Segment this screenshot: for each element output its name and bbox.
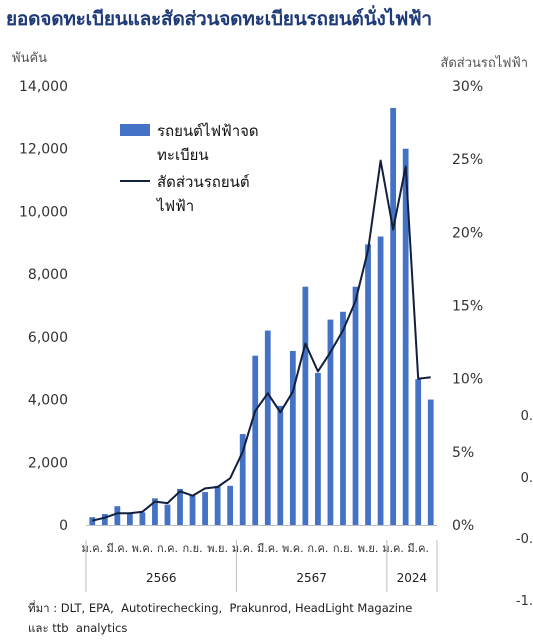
bar bbox=[402, 148, 409, 525]
x-tick: มี.ค. bbox=[107, 542, 129, 555]
bar bbox=[152, 498, 158, 525]
bar bbox=[315, 372, 321, 525]
clipped-label: -1. bbox=[516, 594, 533, 609]
bar bbox=[289, 350, 296, 525]
y-left-tick: 12,000 bbox=[19, 142, 68, 158]
y-right-tick: 25% bbox=[452, 152, 483, 168]
bar bbox=[277, 405, 284, 525]
y-right-tick: 0% bbox=[452, 518, 474, 534]
legend-label-line: ไฟฟ้า bbox=[156, 197, 194, 215]
y-left-tick: 0 bbox=[59, 518, 68, 534]
x-tick: ม.ค. bbox=[81, 542, 103, 555]
share-line bbox=[92, 159, 431, 522]
x-tick: มี.ค. bbox=[257, 542, 279, 555]
bar bbox=[101, 514, 108, 525]
x-tick: ก.ย. bbox=[333, 542, 353, 555]
y-left-tick: 6,000 bbox=[28, 330, 68, 346]
y-right-tick: 10% bbox=[452, 372, 483, 388]
y-left-tick: 14,000 bbox=[19, 79, 68, 95]
left-axis: 14,000 12,000 10,000 8,000 6,000 4,000 2,000 0 bbox=[19, 79, 68, 534]
legend-label-bars: ทะเบียน bbox=[157, 146, 209, 164]
x-tick: ก.ค. bbox=[157, 542, 178, 555]
bar bbox=[264, 330, 271, 525]
bar bbox=[164, 504, 171, 525]
bar bbox=[89, 517, 96, 525]
bar bbox=[239, 434, 246, 525]
bar bbox=[390, 107, 397, 525]
y-right-tick: 15% bbox=[452, 299, 483, 315]
bar bbox=[114, 506, 121, 525]
bar bbox=[365, 244, 371, 525]
legend-bar-swatch bbox=[120, 124, 150, 136]
bar bbox=[352, 286, 359, 525]
bar bbox=[189, 495, 196, 525]
x-tick: ม.ค. bbox=[232, 542, 254, 555]
y-left-tick: 8,000 bbox=[28, 267, 68, 283]
source-note: ที่มา : DLT, EPA, Autotirechecking, Prak… bbox=[28, 598, 498, 638]
y-right-tick: 20% bbox=[452, 225, 483, 241]
bar bbox=[126, 512, 133, 525]
y-right-tick: 5% bbox=[452, 445, 474, 461]
bar-series bbox=[89, 107, 434, 525]
x-tick: พ.ค. bbox=[132, 542, 154, 555]
bar bbox=[202, 492, 208, 525]
bar bbox=[177, 488, 183, 525]
y-right-tick: 30% bbox=[452, 79, 483, 95]
bar bbox=[252, 355, 259, 525]
bar bbox=[302, 286, 309, 525]
x-tick: พ.ค. bbox=[282, 542, 304, 555]
y-left-tick: 4,000 bbox=[28, 393, 68, 409]
source-line-2: และ ttb analytics bbox=[28, 621, 128, 635]
clipped-label: 0. bbox=[521, 409, 533, 424]
bar bbox=[377, 236, 384, 525]
right-axis: 30% 25% 20% 15% 10% 5% 0% bbox=[452, 79, 483, 534]
year-label: 2024 bbox=[397, 571, 428, 585]
page-title: ยอดจดทะเบียนและสัดส่วนจดทะเบียนรถยนต์นั่… bbox=[6, 8, 432, 30]
x-tick: ก.ค. bbox=[307, 542, 328, 555]
x-tick: พ.ย. bbox=[358, 542, 379, 555]
x-tick: พ.ย. bbox=[207, 542, 228, 555]
legend-label-line: สัดส่วนรถยนต์ bbox=[157, 173, 250, 191]
year-label: 2566 bbox=[146, 571, 177, 585]
bar bbox=[427, 399, 434, 525]
y-left-unit-label: พันคัน bbox=[12, 51, 47, 66]
clipped-label: -0. bbox=[516, 532, 533, 547]
bar bbox=[227, 485, 234, 525]
clipped-label: 0. bbox=[521, 471, 533, 486]
bar bbox=[214, 485, 221, 525]
x-tick: ม.ค. bbox=[382, 542, 404, 555]
bar bbox=[327, 319, 334, 525]
bar bbox=[340, 311, 346, 525]
y-left-tick: 10,000 bbox=[19, 204, 68, 220]
line-series bbox=[92, 159, 431, 522]
year-label: 2567 bbox=[296, 571, 327, 585]
bar bbox=[415, 379, 422, 525]
legend-label-bars: รถยนต์ไฟฟ้าจด bbox=[157, 122, 259, 140]
clipped-right-labels: 0. 0. -0. -1. bbox=[516, 409, 533, 609]
y-left-tick: 2,000 bbox=[28, 455, 68, 471]
x-tick: มี.ค. bbox=[407, 542, 429, 555]
bar bbox=[139, 512, 146, 525]
y-right-unit-label: สัดส่วนรถไฟฟ้า bbox=[440, 55, 528, 71]
x-axis: ม.ค. มี.ค. พ.ค. ก.ค. ก.ย. พ.ย. ม.ค. มี.ค. พ.ค. ก.… bbox=[81, 525, 438, 592]
source-line-1: ที่มา : DLT, EPA, Autotirechecking, Prak… bbox=[28, 601, 413, 615]
x-tick: ก.ย. bbox=[182, 542, 202, 555]
